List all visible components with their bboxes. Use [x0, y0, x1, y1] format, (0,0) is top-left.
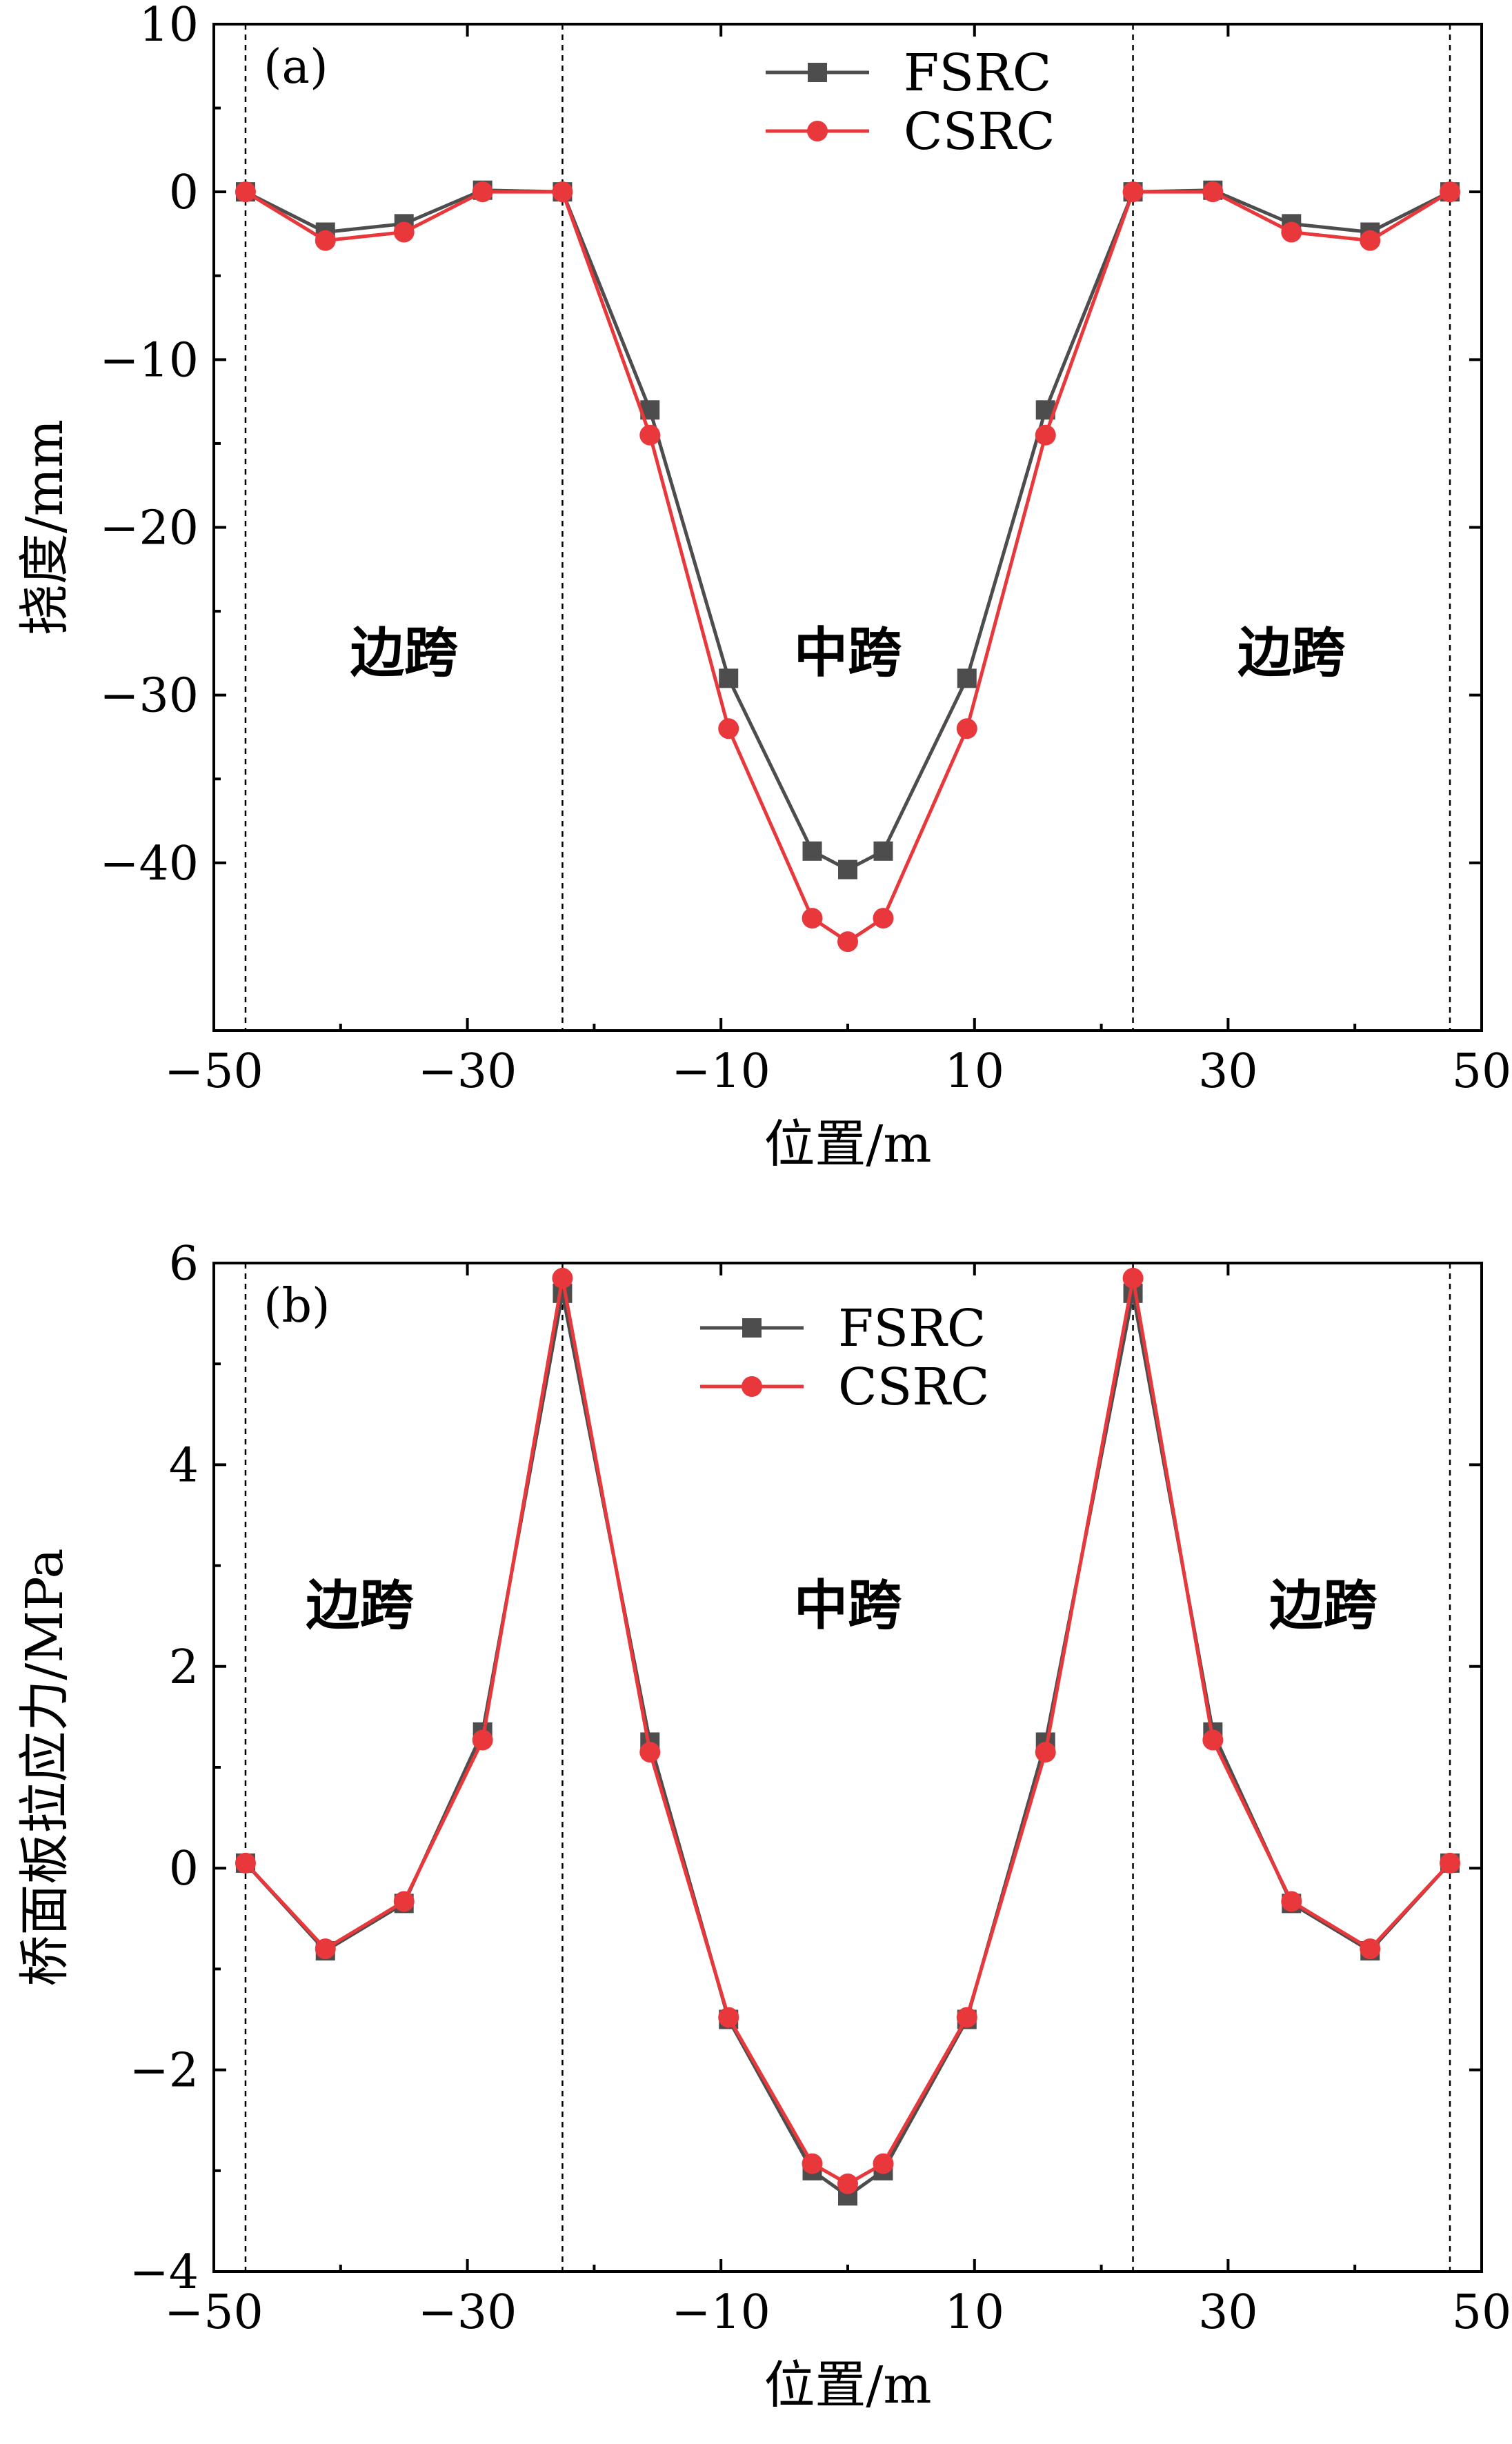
data-point-csrc — [837, 931, 858, 953]
data-point-fsrc — [802, 841, 822, 861]
data-point-csrc — [1440, 1852, 1461, 1874]
data-point-csrc — [956, 718, 977, 739]
x-tick-label: −30 — [418, 2285, 517, 2340]
data-point-csrc — [393, 221, 415, 243]
x-tick-label: −30 — [418, 1044, 517, 1099]
x-axis-label: 位置/m — [764, 2356, 931, 2415]
data-point-csrc — [639, 424, 661, 446]
legend-label-csrc: CSRC — [838, 1358, 990, 1417]
y-tick-label: 2 — [169, 1640, 199, 1695]
x-tick-label: 50 — [1452, 1044, 1512, 1099]
x-tick-label: −10 — [671, 2285, 770, 2340]
data-point-csrc — [639, 1742, 661, 1763]
legend-marker-fsrc — [742, 1318, 762, 1338]
y-tick-label: −40 — [99, 837, 199, 891]
span-region-label: 边跨 — [350, 622, 459, 684]
plot-frame — [212, 23, 1483, 1032]
data-point-csrc — [802, 2153, 823, 2174]
x-tick-label: 10 — [945, 2285, 1005, 2340]
data-point-fsrc — [838, 860, 857, 880]
series-line-csrc — [244, 190, 1451, 944]
data-point-fsrc — [957, 668, 977, 688]
x-tick-label: −50 — [164, 1044, 263, 1099]
span-region-label: 中跨 — [794, 1574, 902, 1637]
span-region-label: 中跨 — [794, 622, 902, 684]
data-point-csrc — [1202, 1729, 1224, 1751]
series-line-fsrc — [244, 1291, 1451, 2198]
x-tick-label: 10 — [945, 1044, 1005, 1099]
data-point-csrc — [956, 2007, 977, 2028]
data-point-csrc — [1035, 424, 1056, 446]
x-tick-label: 30 — [1198, 1044, 1258, 1099]
x-tick-label: −10 — [671, 1044, 770, 1099]
data-point-csrc — [1122, 181, 1144, 203]
x-tick-label: 30 — [1198, 2285, 1258, 2340]
data-point-csrc — [235, 1852, 256, 1874]
legend-label-fsrc: FSRC — [838, 1299, 986, 1358]
data-point-csrc — [1281, 221, 1302, 243]
data-point-csrc — [552, 1267, 573, 1289]
data-point-csrc — [1122, 1267, 1144, 1289]
data-point-csrc — [315, 1938, 336, 1960]
data-point-csrc — [552, 181, 573, 203]
data-point-csrc — [837, 2173, 858, 2194]
panel-tag: (b) — [263, 1279, 330, 1333]
y-tick-label: −2 — [130, 2044, 199, 2098]
data-point-csrc — [472, 1729, 493, 1751]
y-tick-label: 0 — [169, 1842, 199, 1896]
y-tick-label: −30 — [99, 669, 199, 724]
data-point-csrc — [1202, 181, 1224, 203]
data-point-csrc — [1360, 230, 1381, 251]
data-point-csrc — [802, 908, 823, 929]
legend-label-csrc: CSRC — [904, 102, 1055, 161]
legend-marker-csrc — [807, 121, 828, 141]
data-point-csrc — [1440, 181, 1461, 203]
span-region-label: 边跨 — [1269, 1574, 1377, 1637]
y-tick-label: 0 — [169, 166, 199, 220]
data-point-csrc — [235, 181, 256, 203]
stress-panel: −50 −30 −10 10 30 50 6 4 2 0 −2 −4 位置/m 桥面板拉应力/MPa (b)… — [15, 1237, 1511, 2415]
data-point-csrc — [393, 1891, 415, 1912]
data-point-csrc — [1281, 1891, 1302, 1912]
data-point-csrc — [315, 230, 336, 251]
legend-marker-csrc — [742, 1376, 762, 1397]
legend-marker-fsrc — [808, 63, 827, 82]
span-region-label: 边跨 — [1237, 622, 1346, 684]
deflection-panel: −50 −30 −10 10 30 50 10 0 −10 −20 −30 −40 位置/m 挠度/mm (… — [15, 0, 1511, 1174]
y-tick-label: −10 — [99, 333, 199, 388]
series-line-fsrc — [244, 188, 1451, 872]
data-point-csrc — [718, 718, 739, 739]
data-point-csrc — [873, 2153, 894, 2174]
span-region-label: 边跨 — [306, 1574, 414, 1637]
y-tick-label: −4 — [130, 2245, 199, 2300]
x-tick-label: −50 — [164, 2285, 263, 2340]
y-tick-label: −20 — [99, 501, 199, 556]
data-point-fsrc — [873, 841, 893, 861]
x-axis-label: 位置/m — [764, 1115, 931, 1174]
data-point-csrc — [1035, 1742, 1056, 1763]
data-point-csrc — [1360, 1938, 1381, 1960]
y-axis-label: 桥面板拉应力/MPa — [15, 1548, 74, 1986]
x-tick-label: 50 — [1452, 2285, 1512, 2340]
data-point-csrc — [472, 181, 493, 203]
y-tick-label: 4 — [169, 1438, 199, 1493]
data-point-csrc — [873, 908, 894, 929]
panel-tag: (a) — [263, 40, 328, 95]
y-tick-label: 10 — [139, 0, 199, 52]
legend-label-fsrc: FSRC — [904, 43, 1051, 103]
y-tick-label: 6 — [169, 1237, 199, 1291]
data-point-csrc — [718, 2007, 739, 2028]
y-axis-label: 挠度/mm — [15, 419, 74, 635]
data-point-fsrc — [719, 668, 739, 688]
